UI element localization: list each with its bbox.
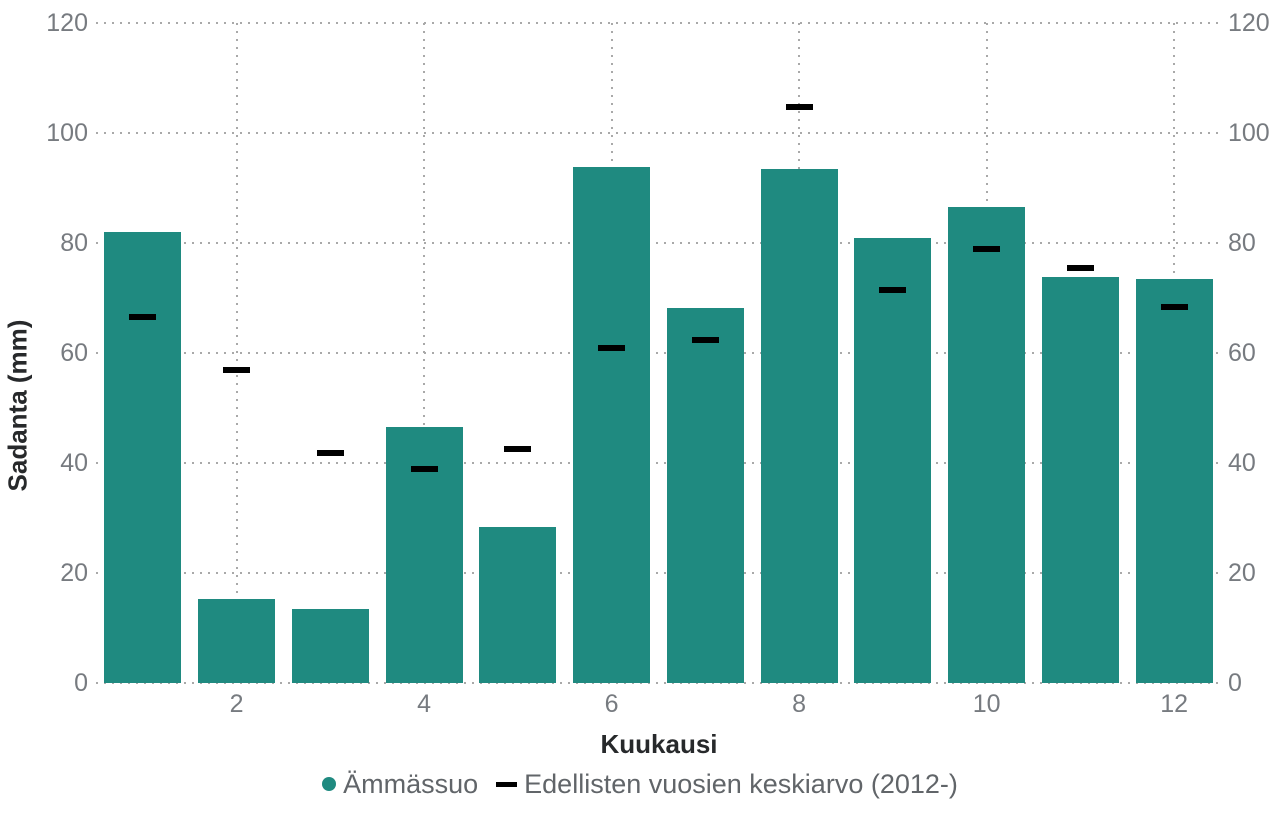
- x-tick-10: 10: [972, 690, 1001, 718]
- y-tick-right-20: 20: [1228, 559, 1256, 587]
- y-tick-left-20: 20: [60, 559, 88, 587]
- y-tick-right-0: 0: [1228, 669, 1242, 697]
- gridline-y-20: [96, 572, 1221, 574]
- y-tick-right-100: 100: [1228, 119, 1270, 147]
- gridline-y-80: [96, 242, 1221, 244]
- x-tick-6: 6: [604, 690, 619, 718]
- average-marker-month-1[interactable]: [129, 314, 157, 321]
- average-marker-month-5[interactable]: [504, 446, 532, 453]
- y-tick-right-120: 120: [1228, 9, 1270, 37]
- average-marker-month-3[interactable]: [316, 450, 344, 457]
- average-marker-month-10[interactable]: [973, 245, 1001, 252]
- bar-month-5[interactable]: [479, 527, 557, 683]
- gridline-y-0: [96, 682, 1221, 684]
- y-tick-left-120: 120: [46, 9, 88, 37]
- y-tick-right-40: 40: [1228, 449, 1256, 477]
- bar-month-10[interactable]: [948, 207, 1026, 683]
- gridline-y-40: [96, 462, 1221, 464]
- x-tick-4: 4: [417, 690, 432, 718]
- plot-area: [96, 22, 1221, 684]
- gridline-y-120: [96, 22, 1221, 24]
- average-marker-month-12[interactable]: [1160, 304, 1188, 311]
- average-marker-month-2[interactable]: [223, 366, 251, 373]
- average-marker-month-8[interactable]: [785, 103, 813, 110]
- legend: Ämmässuo Edellisten vuosien keskiarvo (2…: [0, 766, 1280, 802]
- y-tick-left-60: 60: [60, 339, 88, 367]
- average-marker-month-4[interactable]: [410, 465, 438, 472]
- gridline-y-100: [96, 132, 1221, 134]
- average-marker-month-11[interactable]: [1066, 264, 1094, 271]
- x-axis-title: Kuukausi: [600, 729, 718, 759]
- bar-month-8[interactable]: [760, 169, 838, 683]
- y-tick-left-0: 0: [74, 669, 88, 697]
- bar-month-3[interactable]: [291, 608, 369, 683]
- gridline-x-4: [423, 23, 426, 683]
- x-tick-8: 8: [792, 690, 807, 718]
- legend-dash-series-icon: [496, 781, 518, 787]
- bar-month-1[interactable]: [104, 232, 182, 683]
- legend-item-ammassuo[interactable]: Ämmässuo: [322, 766, 478, 802]
- y-tick-right-80: 80: [1228, 229, 1256, 257]
- legend-label-average: Edellisten vuosien keskiarvo (2012-): [524, 769, 958, 799]
- bar-month-2[interactable]: [198, 598, 276, 683]
- average-marker-month-7[interactable]: [691, 337, 719, 344]
- bar-month-9[interactable]: [854, 237, 932, 683]
- x-tick-2: 2: [229, 690, 244, 718]
- bar-month-7[interactable]: [666, 307, 744, 683]
- average-marker-month-6[interactable]: [598, 344, 626, 351]
- gridline-y-60: [96, 352, 1221, 354]
- y-tick-right-60: 60: [1228, 339, 1256, 367]
- bar-month-11[interactable]: [1041, 276, 1119, 683]
- x-tick-12: 12: [1160, 690, 1189, 718]
- y-tick-left-80: 80: [60, 229, 88, 257]
- y-axis-title: Sadanta (mm): [2, 319, 33, 492]
- average-marker-month-9[interactable]: [879, 286, 907, 293]
- legend-label-ammassuo: Ämmässuo: [343, 769, 479, 799]
- bar-month-6[interactable]: [573, 166, 651, 683]
- y-tick-left-100: 100: [46, 119, 88, 147]
- gridline-x-2: [235, 23, 238, 683]
- bar-month-12[interactable]: [1135, 278, 1213, 683]
- legend-item-average[interactable]: Edellisten vuosien keskiarvo (2012-): [496, 766, 958, 802]
- legend-bar-series-dot-icon: [322, 777, 337, 791]
- y-tick-left-40: 40: [60, 449, 88, 477]
